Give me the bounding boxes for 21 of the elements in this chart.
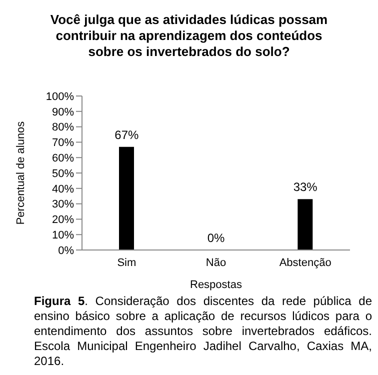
y-tick-label: 70%: [52, 137, 74, 150]
chart-title: Você julga que as atividades lúdicas possam contribuir na aprendizagem dos conteúdos sobre os invertebrados do solo?: [50, 12, 328, 60]
x-tick-label: Sim: [117, 256, 136, 269]
text: Figura 5. Consideração dos discentes da rede pública de ensino básico sobre a aplicação de recursos lúdicos para o entendimento dos assuntos sobre invertebrados edáficos. Escola Municipal Engenheiro Jadihel Carvalho, Caxias MA, 2016.: [34, 294, 372, 369]
y-tick-label: 30%: [52, 198, 74, 211]
data-label: 0%: [207, 231, 225, 245]
y-tick-label: 50%: [52, 168, 74, 180]
y-tick-label: 90%: [52, 106, 74, 118]
x-tick-label: Não: [206, 256, 226, 269]
y-tick-label: 100%: [46, 90, 74, 103]
y-tick-label: 0%: [58, 244, 74, 257]
y-tick-label: 20%: [52, 214, 74, 226]
y-tick-label: 10%: [52, 230, 74, 242]
x-axis-title: Respostas: [190, 279, 242, 291]
y-tick-label: 60%: [52, 152, 74, 165]
data-label: 33%: [293, 180, 318, 194]
x-tick-label: Abstenção: [279, 256, 332, 269]
y-tick-label: 40%: [52, 183, 74, 196]
y-axis-title: Percentual de alunos: [14, 120, 27, 225]
data-label: 67%: [114, 128, 139, 142]
y-tick-label: 80%: [52, 122, 74, 134]
